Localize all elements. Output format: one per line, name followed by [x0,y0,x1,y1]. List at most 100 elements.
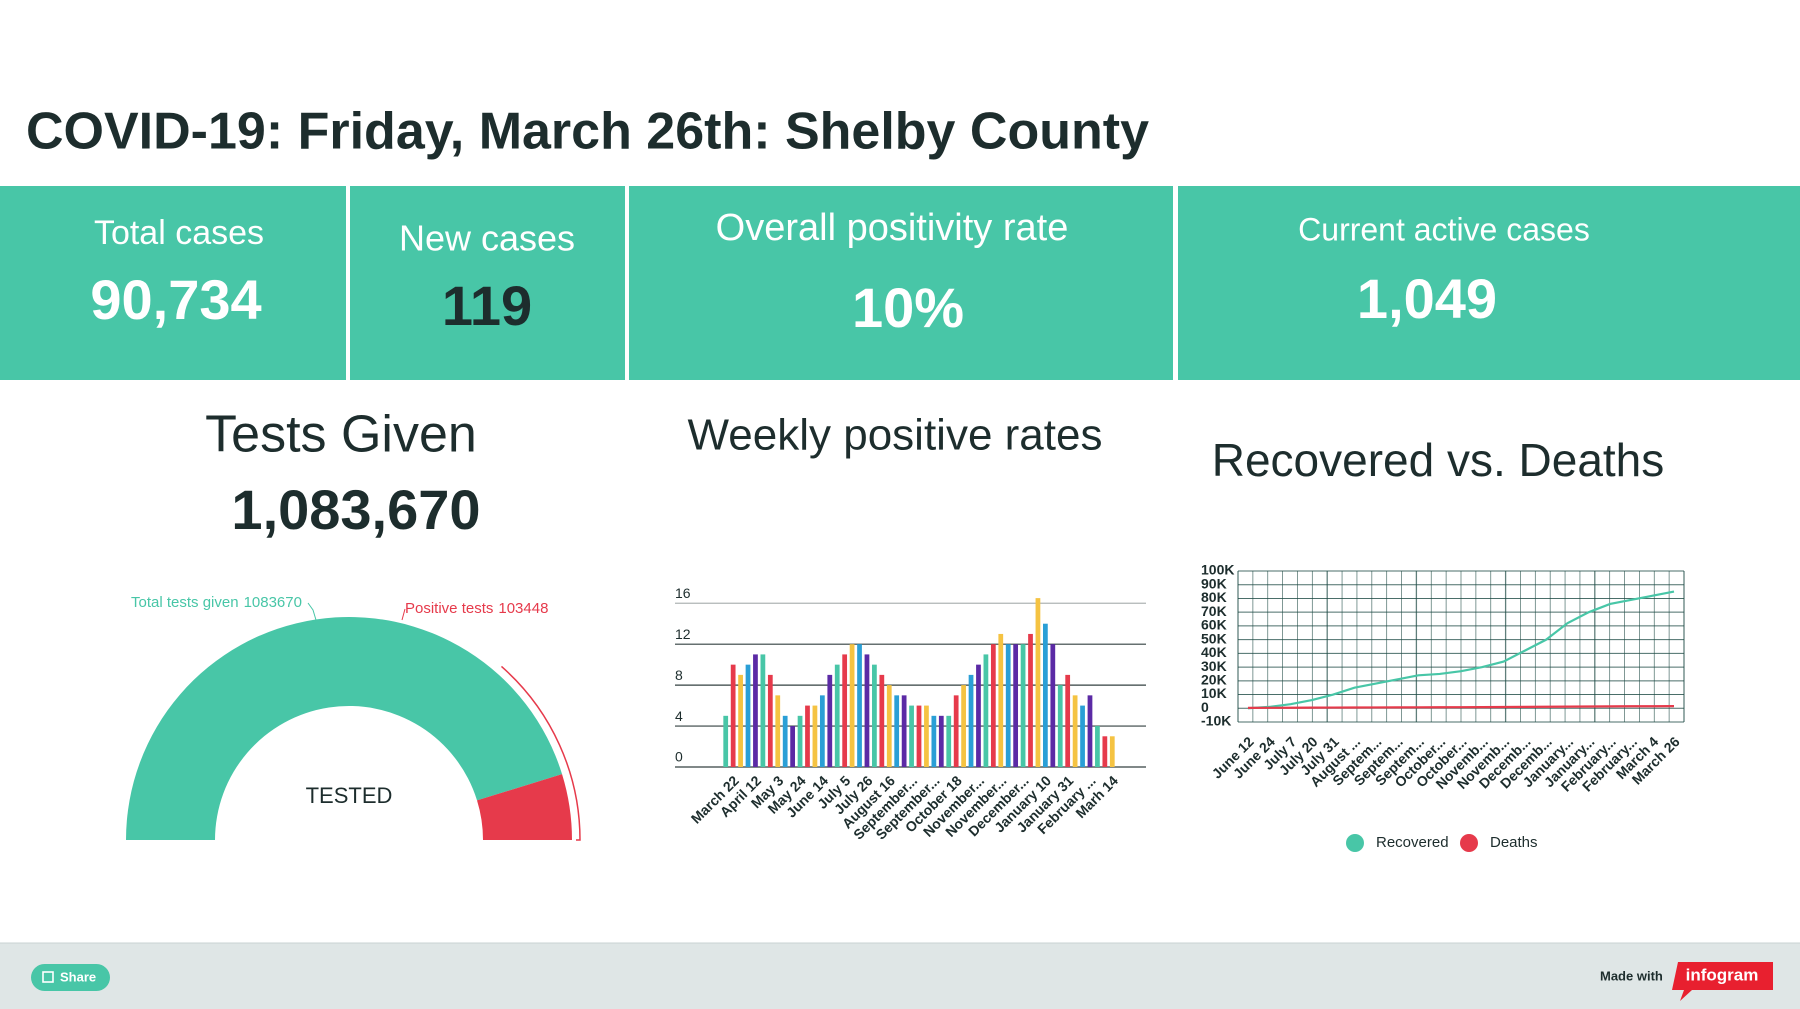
bar [849,644,855,767]
bar [1005,644,1011,767]
kpi-box [0,186,346,380]
bar [723,715,729,767]
bar [1035,598,1041,767]
bar [760,654,766,767]
y-tick-label: -10K [1201,713,1231,729]
bar [886,685,892,767]
y-tick-label: 30K [1201,658,1227,674]
bar [938,715,944,767]
footer [0,943,1800,1009]
gauge-label-value: 1083670 [244,594,302,611]
bar [1102,736,1108,767]
tests-value: 1,083,670 [231,478,480,541]
tests-title: Tests Given [205,406,477,464]
y-tick-label: 0 [675,749,683,765]
y-tick-label: 0 [1201,699,1209,715]
y-tick-label: 20K [1201,672,1227,688]
bar [1050,644,1056,767]
kpi-value: 119 [442,274,532,337]
bar [1028,633,1033,767]
y-tick-label: 100K [1201,562,1234,578]
bar [924,705,929,767]
bar [953,695,959,767]
kpi-label: Overall positivity rate [716,207,1069,249]
share-label[interactable]: Share [60,969,96,984]
bar [857,644,862,767]
bar [976,664,981,767]
bar [1080,705,1085,767]
page-title: COVID-19: Friday, March 26th: Shelby Cou… [26,103,1149,161]
bar [745,664,751,767]
bar [738,674,743,767]
y-tick-label: 90K [1201,575,1227,591]
bar [864,654,870,767]
bar [797,715,803,767]
kpi-label: Total cases [94,214,264,252]
bar [901,695,907,767]
y-tick-label: 80K [1201,589,1227,605]
bar [983,654,989,767]
brand-badge[interactable] [1672,962,1773,1001]
bar [1109,736,1115,767]
bar [894,695,900,767]
bar [827,674,833,767]
y-tick-label: 16 [675,585,691,601]
bar [909,705,914,767]
bar [1020,644,1026,767]
chart-title: Weekly positive rates [688,411,1103,460]
y-tick-label: 40K [1201,644,1227,660]
chart-title: Recovered vs. Deaths [1212,434,1665,486]
bar [968,674,974,767]
made-with: Made with [1600,968,1663,983]
kpi-box [1178,186,1800,380]
y-tick-label: 60K [1201,617,1227,633]
bar [812,705,818,767]
bar [879,674,885,767]
bar [805,705,810,767]
share-icon [42,971,54,983]
bar [767,674,773,767]
legend-swatch [1460,834,1478,852]
bar [1087,695,1093,767]
series-line [1247,705,1675,709]
legend-label: Recovered [1376,834,1449,851]
gauge-label-name: Positive tests [405,600,493,617]
y-tick-label: 4 [675,708,683,724]
bar [1065,674,1071,767]
kpi-box [350,186,625,380]
bar [998,633,1004,767]
share-button[interactable] [31,964,110,991]
bar [842,654,848,767]
bar [1042,623,1048,767]
kpi-label: New cases [399,218,575,259]
bar [916,705,922,767]
kpi-value: 10% [852,276,964,339]
gauge-label-name: Total tests given [131,594,239,611]
kpi-value: 1,049 [1357,267,1497,330]
kpi-box [629,186,1173,380]
bar [1013,644,1019,767]
brand[interactable]: infogram [1686,965,1759,984]
y-tick-label: 50K [1201,630,1227,646]
gauge-positive [477,774,572,840]
gauge-leader [307,602,317,621]
gauge-label-value: 103448 [498,600,548,617]
gauge-label: Positive tests 103448 [405,600,548,617]
bar [834,664,840,767]
series-line [1247,590,1675,710]
y-tick-label: 12 [675,626,691,642]
bar [1072,695,1078,767]
y-tick-label: 10K [1201,685,1227,701]
kpi-value: 90,734 [90,268,261,331]
bar [1095,726,1100,767]
legend-swatch [1346,834,1364,852]
gauge-label: Total tests given 1083670 [131,594,302,611]
bar [819,695,825,767]
bar [753,654,758,767]
bar [946,715,952,767]
bar [790,726,796,767]
y-tick-label: 70K [1201,603,1227,619]
bar [990,644,996,767]
gauge-center-label: TESTED [306,783,393,808]
